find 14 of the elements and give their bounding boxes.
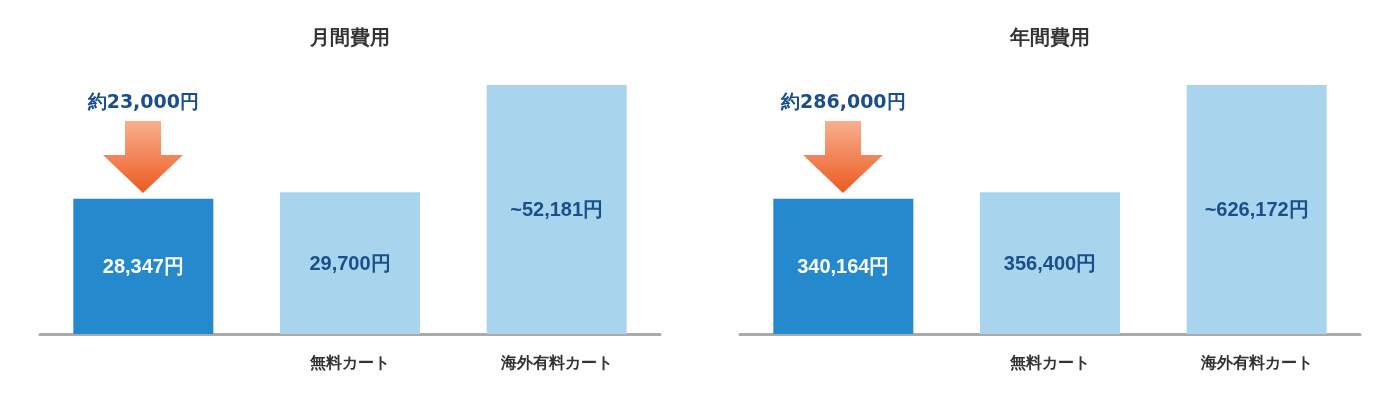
chart-title: 年間費用	[1009, 26, 1090, 48]
data-label: ~626,172円	[1204, 198, 1309, 221]
annotation: 約286,000円	[781, 88, 906, 114]
data-label: ~52,181円	[510, 198, 604, 221]
x-tick-label: 海外有料カート	[1199, 353, 1313, 371]
annotation: 約23,000円	[87, 88, 199, 114]
x-tick-label: 海外有料カート	[499, 353, 613, 371]
data-label: 340,164円	[797, 255, 890, 278]
x-tick-label: 無料カート	[1009, 353, 1090, 372]
data-label: 28,347円	[102, 255, 184, 278]
chart-title: 月間費用	[309, 26, 390, 48]
data-label: 29,700円	[309, 252, 391, 275]
data-label: 356,400円	[1003, 252, 1097, 275]
x-tick-label: 無料カート	[309, 353, 390, 372]
